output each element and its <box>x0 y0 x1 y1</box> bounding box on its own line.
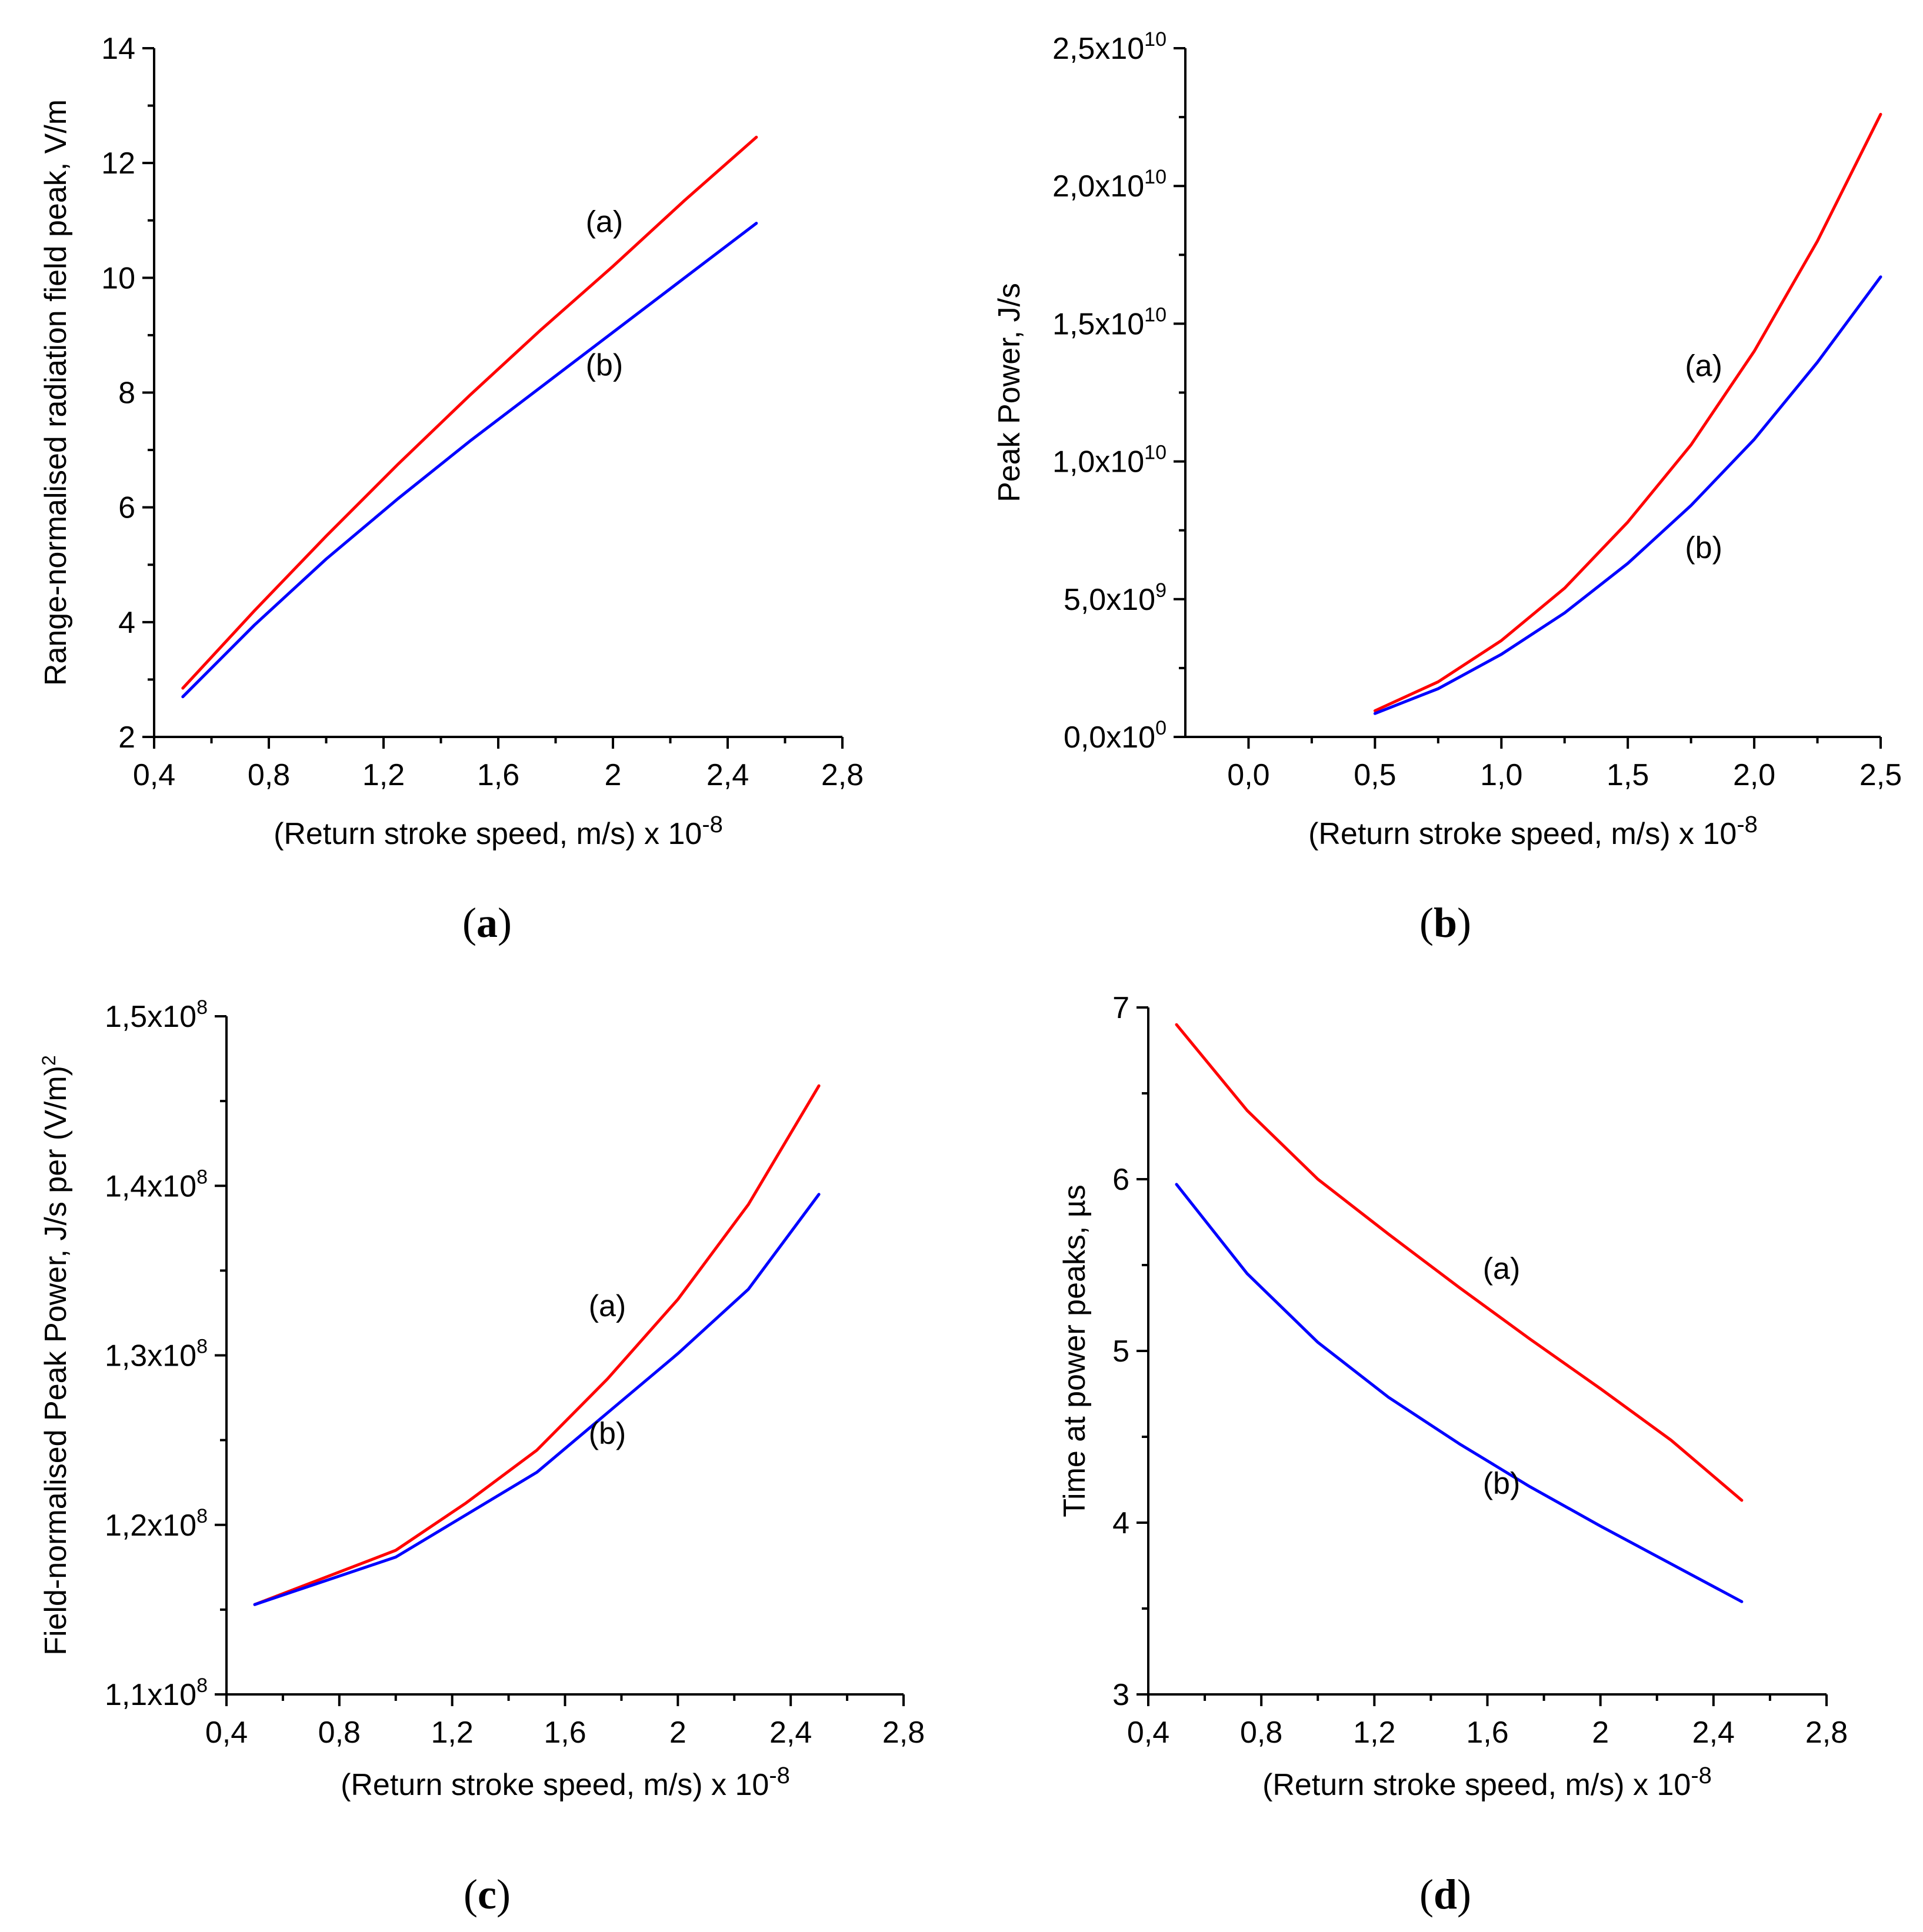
series-line-b <box>1373 275 1882 715</box>
y-tick-label: 4 <box>118 606 135 640</box>
x-tick-label: 2 <box>605 758 622 792</box>
y-tick-label: 10 <box>101 261 135 295</box>
x-tick-label: 1,6 <box>544 1716 586 1750</box>
y-tick-label: 1,1x108 <box>105 1674 208 1712</box>
y-tick-label: 1,5x1010 <box>1052 303 1167 341</box>
y-tick-label: 1,0x1010 <box>1052 442 1167 479</box>
x-tick-label: 0,5 <box>1354 758 1396 792</box>
y-tick-label: 2,0x1010 <box>1052 166 1167 203</box>
y-tick-label: 7 <box>1112 991 1129 1025</box>
x-tick-label: 1,0 <box>1480 758 1522 792</box>
series-annotation: (a) <box>586 205 624 239</box>
chart-panel-b: 0,0 0,5 1,0 1,5 2,0 2,5 0,0x100 5,0x109 1,0x1010… <box>992 28 1902 946</box>
y-tick-label: 3 <box>1112 1678 1129 1712</box>
y-tick-label: 2,5x1010 <box>1052 28 1167 66</box>
y-tick-label: 1,5x108 <box>105 996 208 1034</box>
y-tick-label: 1,2x108 <box>105 1505 208 1543</box>
y-tick-label: 2 <box>118 720 135 755</box>
y-axis-title: Time at power peaks, µs <box>1058 1184 1092 1517</box>
x-axis-title: (Return stroke speed, m/s) x 10-8 <box>274 812 723 851</box>
series-line-b <box>1175 1183 1744 1603</box>
x-tick-label: 0,4 <box>205 1716 248 1750</box>
panel-caption: (d) <box>1419 1871 1471 1918</box>
x-tick-label: 0,8 <box>1240 1716 1282 1750</box>
series-line-a <box>1373 112 1882 712</box>
series-line-a <box>1175 1023 1744 1502</box>
chart-panel-d: 0,4 0,8 1,2 1,6 2 2,4 2,8 3 4 5 6 7 (a) (b) (Return st… <box>1058 991 1848 1918</box>
series-annotation: (a) <box>589 1289 626 1323</box>
x-tick-label: 0,8 <box>248 758 290 792</box>
x-tick-label: 0,0 <box>1227 758 1269 792</box>
series-annotation: (a) <box>1685 349 1722 383</box>
series-line-a <box>181 135 758 690</box>
x-tick-label: 2,8 <box>1805 1716 1848 1750</box>
y-axis-title: Peak Power, J/s <box>992 283 1027 502</box>
x-tick-label: 2 <box>1592 1716 1609 1750</box>
series-annotation: (b) <box>1483 1466 1521 1500</box>
chart-panel-a: 0,4 0,8 1,2 1,6 2 2,4 2,8 2 4 6 8 10 12 14 (a) (b) (Retu… <box>39 32 864 946</box>
x-tick-label: 1,6 <box>477 758 519 792</box>
series-line-a <box>253 1084 821 1606</box>
y-tick-label: 4 <box>1112 1506 1129 1540</box>
x-tick-label: 2,4 <box>1692 1716 1735 1750</box>
x-tick-label: 1,2 <box>431 1716 474 1750</box>
series-annotation: (a) <box>1483 1252 1521 1286</box>
y-tick-label: 1,4x108 <box>105 1166 208 1203</box>
x-tick-label: 0,8 <box>318 1716 361 1750</box>
series-line-b <box>253 1193 821 1606</box>
x-tick-label: 1,5 <box>1607 758 1649 792</box>
x-axis-title: (Return stroke speed, m/s) x 10-8 <box>1308 812 1758 851</box>
x-tick-label: 2,8 <box>882 1716 925 1750</box>
x-tick-label: 2 <box>669 1716 686 1750</box>
y-tick-label: 8 <box>118 376 135 411</box>
panel-caption: (a) <box>462 899 512 946</box>
x-tick-label: 0,4 <box>1127 1716 1169 1750</box>
y-tick-label: 14 <box>101 32 135 66</box>
panel-caption: (c) <box>464 1871 511 1918</box>
x-tick-label: 1,2 <box>1353 1716 1395 1750</box>
y-tick-label: 12 <box>101 146 135 181</box>
series-line-b <box>181 222 758 699</box>
y-tick-label: 6 <box>118 491 135 525</box>
y-axis-title: Field-normalised Peak Power, J/s per (V/… <box>38 1055 73 1656</box>
x-tick-label: 1,2 <box>362 758 405 792</box>
chart-panel-c: 0,4 0,8 1,2 1,6 2 2,4 2,8 1,1x108 1,2x108 1,3x108… <box>38 996 925 1918</box>
series-annotation: (b) <box>586 348 624 382</box>
y-tick-label: 1,3x108 <box>105 1336 208 1373</box>
x-tick-label: 2,4 <box>706 758 749 792</box>
x-tick-label: 2,8 <box>821 758 864 792</box>
y-tick-label: 6 <box>1112 1163 1129 1197</box>
series-annotation: (b) <box>589 1416 626 1450</box>
x-tick-label: 0,4 <box>133 758 175 792</box>
panel-caption: (b) <box>1419 899 1471 946</box>
x-tick-label: 2,0 <box>1733 758 1775 792</box>
x-tick-label: 2,5 <box>1859 758 1902 792</box>
y-axis-title: Range-normalised radiation field peak, V… <box>39 99 73 686</box>
y-tick-label: 5,0x109 <box>1064 579 1167 617</box>
x-tick-label: 1,6 <box>1466 1716 1508 1750</box>
x-axis-title: (Return stroke speed, m/s) x 10-8 <box>341 1763 790 1802</box>
series-annotation: (b) <box>1685 531 1722 565</box>
x-axis-title: (Return stroke speed, m/s) x 10-8 <box>1262 1763 1712 1802</box>
y-tick-label: 5 <box>1112 1334 1129 1369</box>
x-tick-label: 2,4 <box>769 1716 812 1750</box>
y-tick-label: 0,0x100 <box>1064 717 1167 755</box>
